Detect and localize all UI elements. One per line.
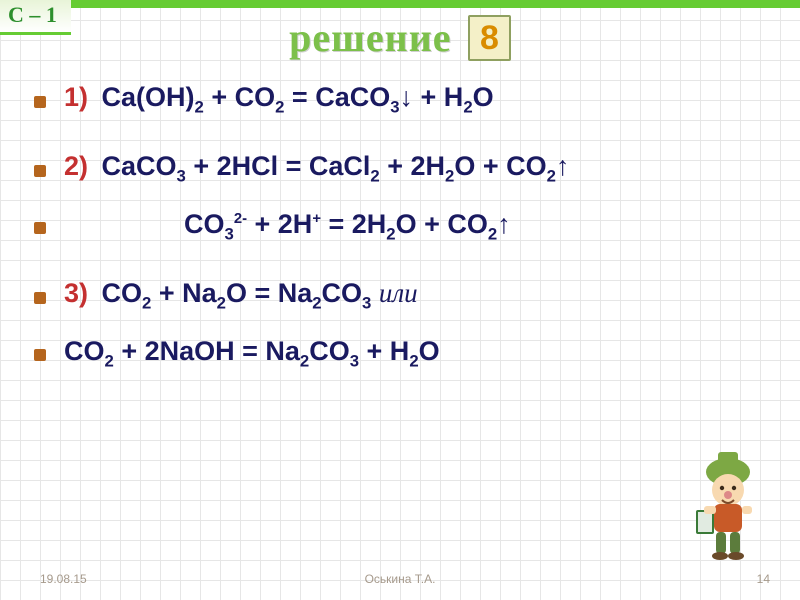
bullet-icon <box>34 165 46 177</box>
equation-row: CO2 + 2NaOH = Na2CO3 + H2O <box>34 336 740 371</box>
footer-author: Оськина Т.А. <box>0 572 800 586</box>
equation-body: 3) CO2 + Na2O = Na2CO3 или <box>64 278 418 313</box>
slide: С – 1 решение 8 1) Ca(OH)2 + CO2 = CaCO3… <box>0 0 800 600</box>
equation-formula: CaCO3 + 2HCl = CaCl2 + 2H2O + CO2↑ <box>102 151 570 181</box>
equation-formula: CO2 + Na2O = Na2CO3 или <box>102 278 418 308</box>
equation-row: 1) Ca(OH)2 + CO2 = CaCO3↓ + H2O <box>34 82 740 117</box>
bullet-icon <box>34 96 46 108</box>
equation-index: 3) <box>64 278 96 308</box>
equation-body: 1) Ca(OH)2 + CO2 = CaCO3↓ + H2O <box>64 82 494 117</box>
equation-row: 2) CaCO3 + 2HCl = CaCl2 + 2H2O + CO2↑ <box>34 151 740 186</box>
bullet-icon <box>34 349 46 361</box>
number-badge: 8 <box>468 15 511 61</box>
equation-row: CO32- + 2H+ = 2H2O + CO2↑ <box>34 209 740 244</box>
equation-formula: CO32- + 2H+ = 2H2O + CO2↑ <box>184 209 511 239</box>
equation-formula: Ca(OH)2 + CO2 = CaCO3↓ + H2O <box>102 82 494 112</box>
equation-index: 2) <box>64 151 96 181</box>
bullet-icon <box>34 222 46 234</box>
bullet-icon <box>34 292 46 304</box>
top-accent-bar <box>0 0 800 8</box>
equation-formula: CO2 + 2NaOH = Na2CO3 + H2O <box>64 336 440 366</box>
equation-row: 3) CO2 + Na2O = Na2CO3 или <box>34 278 740 313</box>
equation-list: 1) Ca(OH)2 + CO2 = CaCO3↓ + H2O 2) CaCO3 … <box>34 82 740 371</box>
slide-title: решение <box>289 14 451 61</box>
footer-page: 14 <box>757 572 770 586</box>
equation-index: 1) <box>64 82 96 112</box>
equation-body: 2) CaCO3 + 2HCl = CaCl2 + 2H2O + CO2↑ <box>64 151 569 186</box>
mascot-image <box>680 440 780 560</box>
equation-body: CO32- + 2H+ = 2H2O + CO2↑ <box>64 209 511 244</box>
title-row: решение 8 <box>0 14 800 61</box>
equation-body: CO2 + 2NaOH = Na2CO3 + H2O <box>64 336 440 371</box>
